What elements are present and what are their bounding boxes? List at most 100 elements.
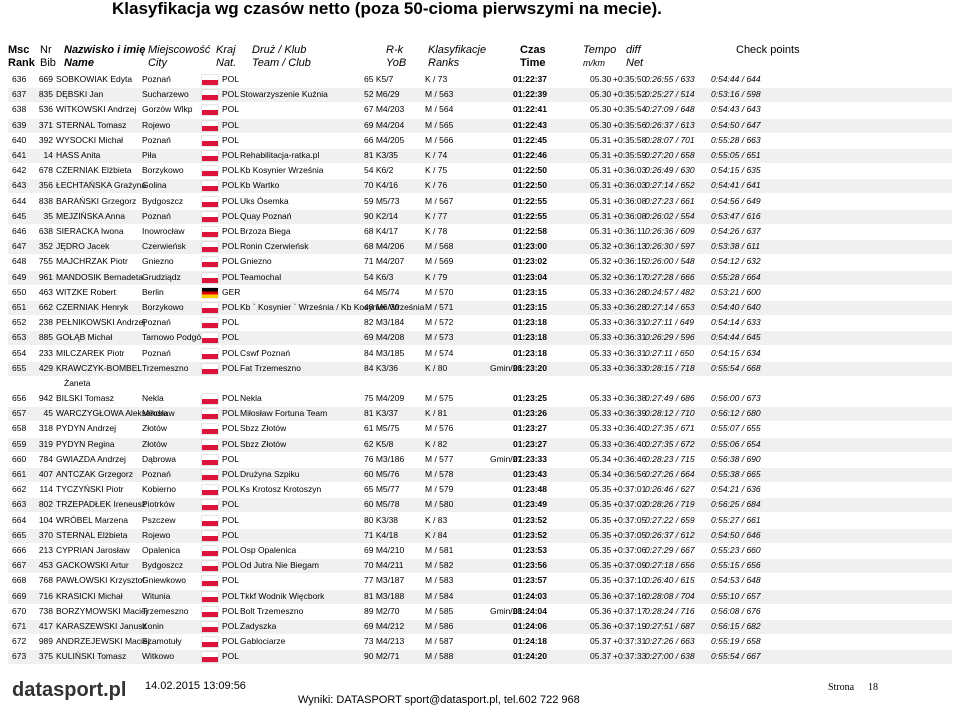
extra-rank: Gmin/28 bbox=[490, 605, 523, 616]
yob-category: 54 K6/2 bbox=[364, 165, 394, 176]
checkpoint-2: 0:55:07 / 655 bbox=[711, 423, 761, 434]
name: PAWŁOWSKI Krzysztof bbox=[56, 575, 145, 586]
checkpoint-2: 0:53:47 / 616 bbox=[711, 210, 761, 221]
time: 01:22:41 bbox=[512, 104, 547, 115]
yob-category: 69 M4/208 bbox=[364, 332, 405, 343]
flag bbox=[202, 257, 218, 268]
team: Bolt Trzemeszno bbox=[240, 605, 304, 616]
name: SIERACKA Iwona bbox=[56, 226, 124, 236]
rank: 653 bbox=[12, 332, 27, 343]
time: 01:22:50 bbox=[512, 165, 547, 176]
timestamp: 14.02.2015 13:09:56 bbox=[145, 680, 246, 692]
checkpoint-1: 0:26:29 / 596 bbox=[645, 332, 695, 343]
bib: 678 bbox=[38, 165, 53, 176]
diff: +0:36:17 bbox=[613, 271, 647, 282]
checkpoint-2: 0:56:08 / 676 bbox=[711, 605, 761, 616]
column-header: YoB bbox=[386, 57, 407, 69]
city: Witkowo bbox=[142, 651, 175, 662]
name: BORZYMOWSKI Maciej bbox=[56, 605, 148, 616]
name: BARAŃSKI Grzegorz bbox=[56, 195, 137, 206]
class-rank: M / 567 bbox=[425, 195, 454, 206]
yob-category: 48 M6/30 bbox=[364, 302, 400, 312]
rank: 668 bbox=[12, 575, 27, 586]
rank: 646 bbox=[12, 226, 27, 236]
rank: 663 bbox=[12, 499, 27, 510]
flag bbox=[202, 318, 218, 329]
nat: POL bbox=[222, 362, 240, 373]
row-band bbox=[8, 361, 952, 376]
rank: 673 bbox=[12, 651, 27, 662]
city: Złotów bbox=[142, 438, 168, 449]
flag bbox=[202, 363, 218, 374]
nat: POL bbox=[222, 393, 240, 403]
rank: 660 bbox=[12, 453, 27, 464]
name: GWIAZDA Andrzej bbox=[56, 453, 126, 464]
tempo: 05.34 bbox=[590, 453, 612, 464]
class-rank: M / 585 bbox=[425, 605, 454, 616]
column-header: City bbox=[148, 57, 167, 69]
time: 01:22:45 bbox=[512, 134, 547, 145]
checkpoint-2: 0:55:54 / 667 bbox=[711, 651, 761, 662]
nat: POL bbox=[222, 226, 240, 236]
tempo: 05.35 bbox=[590, 529, 612, 540]
tempo: 05.37 bbox=[590, 636, 612, 647]
page-label: Strona bbox=[828, 682, 855, 693]
checkpoint-1: 0:26:02 / 554 bbox=[645, 210, 695, 221]
flag bbox=[202, 652, 218, 663]
diff: +0:37:05 bbox=[613, 514, 647, 525]
column-header: Kraj bbox=[216, 44, 236, 56]
tempo: 05.36 bbox=[590, 621, 612, 631]
yob-category: 61 M5/75 bbox=[364, 423, 400, 434]
tempo: 05.35 bbox=[590, 499, 612, 510]
tempo: 05.34 bbox=[590, 469, 612, 479]
checkpoint-1: 0:27:14 / 653 bbox=[645, 302, 695, 312]
column-header: Net bbox=[626, 57, 644, 69]
time: 01:24:04 bbox=[512, 605, 547, 616]
checkpoint-2: 0:54:53 / 648 bbox=[711, 575, 761, 586]
team: Miłosław Fortuna Team bbox=[240, 408, 328, 419]
bib: 755 bbox=[38, 256, 53, 267]
yob-category: 69 M4/204 bbox=[364, 119, 405, 130]
class-rank: M / 568 bbox=[425, 241, 454, 252]
checkpoint-1: 0:26:46 / 627 bbox=[645, 484, 695, 495]
bib: 638 bbox=[38, 226, 53, 236]
contact: Wyniki: DATASPORT sport@datasport.pl, te… bbox=[298, 694, 580, 706]
nat: POL bbox=[222, 302, 240, 312]
yob-category: 73 M4/213 bbox=[364, 636, 405, 647]
city: Czerwieńsk bbox=[142, 241, 186, 252]
checkpoint-1: 0:26:40 / 615 bbox=[645, 575, 695, 586]
city: Inowrocław bbox=[142, 226, 185, 236]
yob-category: 67 M4/203 bbox=[364, 104, 405, 115]
time: 01:23:56 bbox=[512, 560, 547, 571]
tempo: 05.33 bbox=[590, 317, 612, 328]
bib: 662 bbox=[38, 302, 53, 312]
column-header: Name bbox=[64, 57, 94, 69]
name: MILCZAREK Piotr bbox=[56, 347, 125, 358]
yob-category: 82 M3/184 bbox=[364, 317, 405, 328]
diff: +0:36:56 bbox=[613, 469, 647, 479]
row-band bbox=[8, 589, 952, 604]
tempo: 05.31 bbox=[590, 134, 612, 145]
time: 01:23:20 bbox=[512, 362, 547, 373]
time: 01:22:46 bbox=[512, 150, 547, 160]
nat: POL bbox=[222, 317, 240, 328]
name: MEJZIŃSKA Anna bbox=[56, 210, 125, 221]
flag bbox=[202, 135, 218, 146]
name: PYDYN Andrzej bbox=[56, 423, 116, 434]
bib: 319 bbox=[38, 438, 53, 449]
city: Gniewkowo bbox=[142, 575, 186, 586]
time: 01:23:18 bbox=[512, 317, 547, 328]
column-header: m/km bbox=[583, 58, 605, 68]
checkpoint-1: 0:26:30 / 597 bbox=[645, 241, 695, 252]
checkpoint-1: 0:26:00 / 548 bbox=[645, 256, 695, 267]
yob-category: 65 M5/77 bbox=[364, 484, 400, 495]
checkpoint-1: 0:24:57 / 482 bbox=[645, 286, 695, 297]
tempo: 05.35 bbox=[590, 560, 612, 571]
checkpoint-1: 0:28:15 / 718 bbox=[645, 362, 695, 373]
bib: 14 bbox=[43, 150, 53, 160]
tempo: 05.31 bbox=[590, 210, 612, 221]
nat: POL bbox=[222, 636, 240, 647]
team: Gablociarze bbox=[240, 636, 286, 647]
class-rank: K / 79 bbox=[425, 271, 448, 282]
